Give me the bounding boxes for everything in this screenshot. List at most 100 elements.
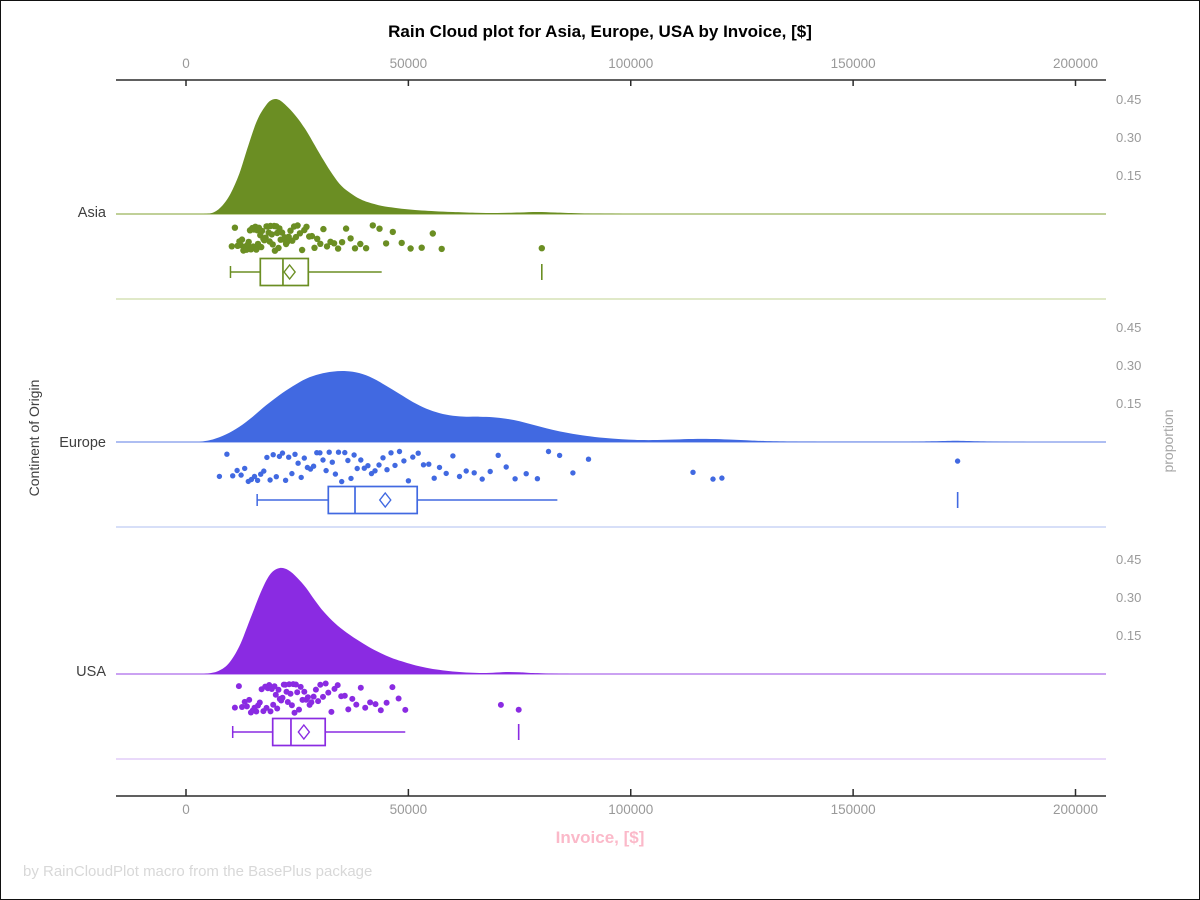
scatter-dot-usa bbox=[253, 708, 260, 715]
scatter-dot-europe bbox=[267, 477, 273, 483]
scatter-dot-asia bbox=[418, 244, 425, 251]
scatter-dot-europe bbox=[351, 452, 357, 458]
scatter-dot-usa bbox=[279, 694, 286, 701]
scatter-dot-europe bbox=[585, 456, 592, 462]
scatter-dot-asia bbox=[284, 238, 291, 245]
scatter-dot-asia bbox=[538, 245, 545, 252]
scatter-dot-europe bbox=[710, 476, 716, 482]
scatter-dot-asia bbox=[342, 225, 350, 232]
proportion-tick-label: 0.30 bbox=[1116, 130, 1142, 145]
scatter-dot-europe bbox=[317, 450, 323, 456]
scatter-dot-europe bbox=[388, 450, 394, 456]
scatter-dot-asia bbox=[294, 222, 301, 229]
scatter-dot-asia bbox=[330, 240, 338, 247]
x-tick-label-top: 0 bbox=[182, 56, 190, 71]
scatter-dot-europe bbox=[410, 454, 416, 460]
x-tick-label-bottom: 50000 bbox=[389, 802, 428, 817]
scatter-dot-europe bbox=[320, 457, 326, 463]
scatter-dot-asia bbox=[376, 225, 383, 232]
scatter-dot-usa bbox=[271, 683, 278, 690]
scatter-dot-europe bbox=[431, 475, 437, 481]
scatter-dot-europe bbox=[289, 470, 295, 477]
scatter-dot-usa bbox=[287, 690, 294, 697]
scatter-dot-europe bbox=[436, 464, 443, 471]
scatter-dot-europe bbox=[298, 474, 304, 481]
scatter-dot-europe bbox=[251, 473, 258, 480]
scatter-dot-usa bbox=[284, 699, 291, 705]
x-tick-label-top: 50000 bbox=[389, 56, 428, 71]
scatter-dot-europe bbox=[286, 454, 292, 460]
scatter-dot-usa bbox=[296, 706, 302, 713]
scatter-dot-usa bbox=[256, 699, 263, 706]
scatter-dot-europe bbox=[487, 468, 493, 475]
scatter-dot-europe bbox=[426, 461, 432, 467]
scatter-dot-usa bbox=[274, 705, 281, 712]
scatter-dot-europe bbox=[376, 462, 382, 468]
scatter-dot-europe bbox=[495, 452, 501, 458]
scatter-dot-asia bbox=[278, 229, 286, 236]
proportion-tick-label: 0.45 bbox=[1116, 320, 1142, 335]
scatter-dot-usa bbox=[395, 695, 402, 702]
scatter-dot-usa bbox=[497, 701, 504, 708]
scatter-dot-europe bbox=[216, 473, 223, 480]
scatter-dot-asia bbox=[429, 230, 436, 237]
page-title: Rain Cloud plot for Asia, Europe, USA by… bbox=[388, 22, 812, 41]
scatter-dot-europe bbox=[503, 464, 509, 470]
scatter-dot-asia bbox=[308, 232, 316, 240]
scatter-dot-asia bbox=[382, 240, 390, 247]
scatter-dot-asia bbox=[334, 245, 342, 252]
scatter-dot-europe bbox=[463, 468, 469, 474]
scatter-dot-europe bbox=[242, 465, 248, 472]
scatter-dot-usa bbox=[362, 704, 369, 711]
scatter-dot-usa bbox=[304, 694, 311, 701]
scatter-dot-usa bbox=[270, 701, 277, 708]
proportion-tick-label: 0.45 bbox=[1116, 92, 1142, 107]
scatter-dot-europe bbox=[234, 467, 240, 474]
scatter-dot-asia bbox=[298, 246, 306, 254]
density-asia bbox=[201, 98, 640, 214]
y2-axis-title: proportion bbox=[1160, 409, 1176, 473]
x-tick-label-bottom: 200000 bbox=[1052, 802, 1099, 817]
scatter-dot-asia bbox=[292, 233, 300, 241]
scatter-dot-usa bbox=[297, 683, 304, 690]
scatter-dot-usa bbox=[267, 708, 274, 715]
scatter-dot-asia bbox=[245, 238, 252, 246]
scatter-dot-europe bbox=[523, 471, 529, 477]
scatter-dot-europe bbox=[365, 463, 371, 469]
scatter-dot-asia bbox=[275, 244, 282, 252]
scatter-dot-usa bbox=[294, 689, 301, 696]
scatter-dot-usa bbox=[389, 684, 396, 691]
scatter-dot-usa bbox=[377, 707, 384, 714]
x-tick-label-top: 200000 bbox=[1052, 56, 1099, 71]
scatter-dot-asia bbox=[357, 240, 364, 248]
scatter-dot-asia bbox=[398, 239, 405, 247]
scatter-dot-europe bbox=[420, 462, 427, 468]
scatter-dot-europe bbox=[443, 470, 449, 477]
scatter-dot-europe bbox=[329, 459, 335, 465]
scatter-dot-usa bbox=[402, 706, 409, 713]
scatter-dot-usa bbox=[301, 688, 308, 695]
scatter-dot-europe bbox=[261, 468, 267, 474]
x-tick-label-top: 100000 bbox=[608, 56, 654, 71]
scatter-dot-europe bbox=[954, 458, 961, 464]
scatter-dot-europe bbox=[450, 453, 456, 459]
scatter-dot-europe bbox=[384, 467, 390, 473]
scatter-dot-asia bbox=[438, 245, 445, 253]
scatter-dot-usa bbox=[317, 681, 324, 688]
scatter-dot-usa bbox=[341, 692, 348, 699]
scatter-dot-usa bbox=[515, 706, 522, 713]
scatter-dot-europe bbox=[254, 477, 261, 484]
scatter-dot-europe bbox=[301, 455, 307, 461]
scatter-dot-asia bbox=[268, 231, 275, 238]
scatter-dot-europe bbox=[570, 470, 576, 476]
scatter-dot-asia bbox=[253, 246, 260, 253]
scatter-dot-asia bbox=[231, 224, 239, 231]
scatter-dot-europe bbox=[690, 469, 696, 475]
scatter-dot-europe bbox=[339, 478, 345, 485]
scatter-dot-asia bbox=[369, 222, 376, 229]
mean-diamond-asia bbox=[283, 263, 297, 281]
scatter-dot-europe bbox=[264, 454, 270, 461]
scatter-dot-europe bbox=[392, 462, 398, 469]
